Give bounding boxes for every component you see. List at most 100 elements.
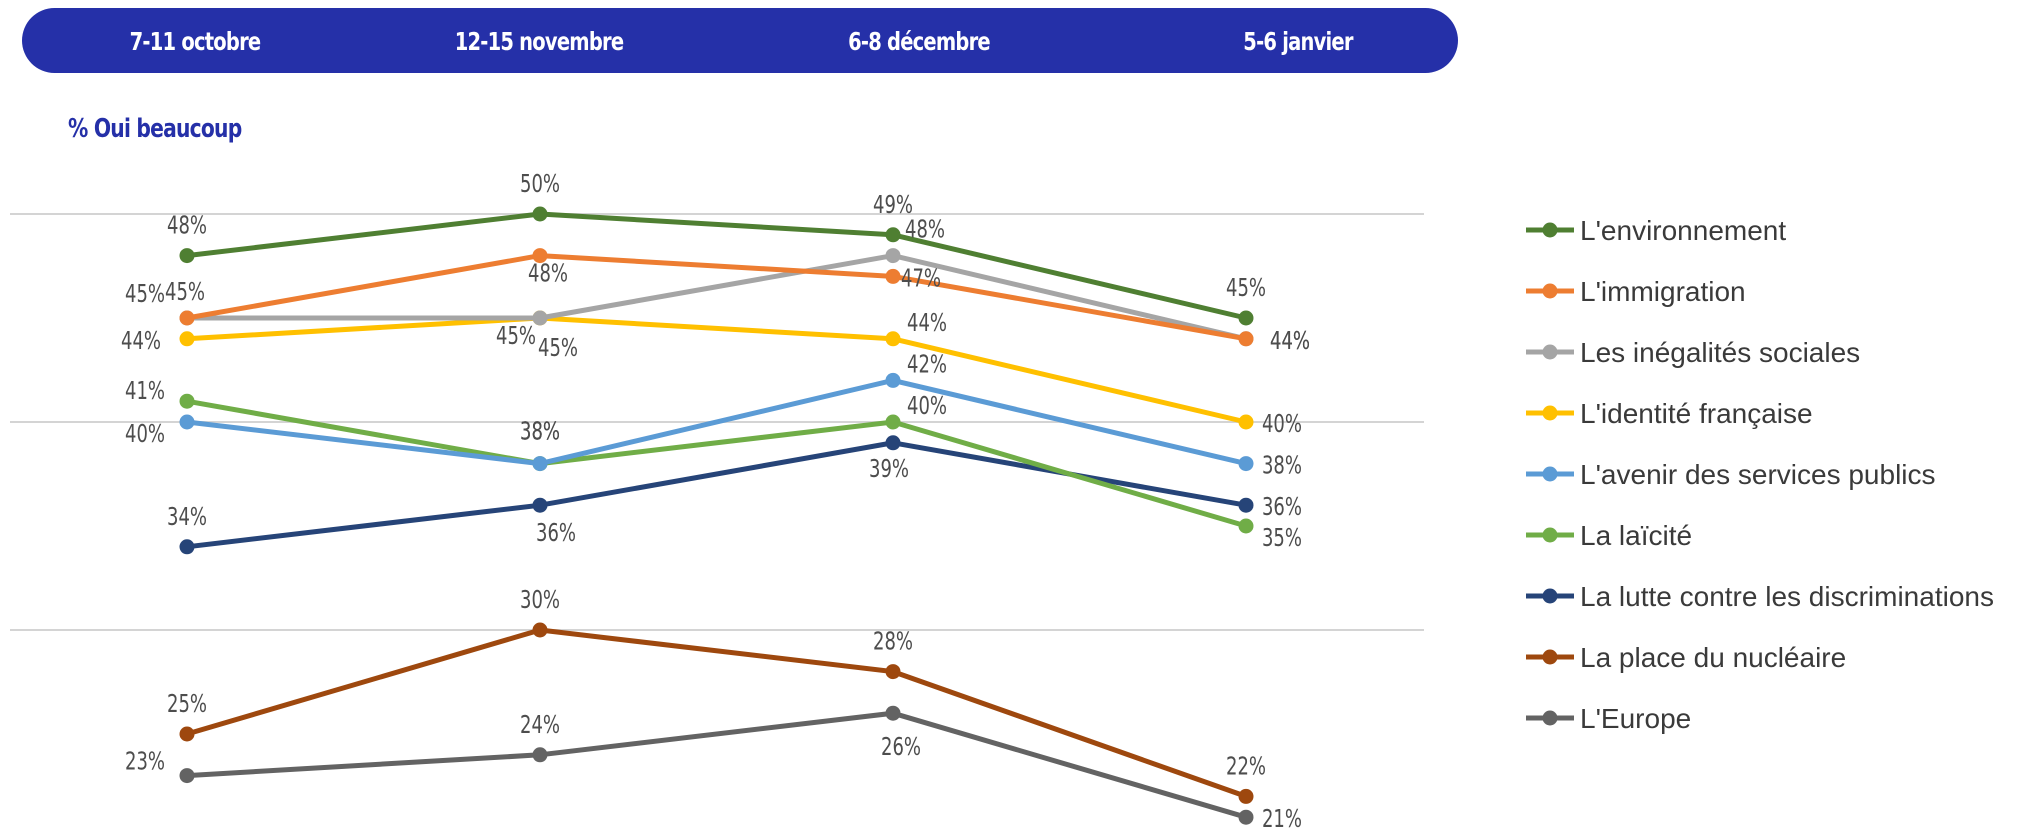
data-label-2-2: 48% xyxy=(905,216,945,245)
legend-swatch-marker-0 xyxy=(1542,222,1558,238)
data-label-1-0: 45% xyxy=(125,280,165,309)
legend-label-3: L'identité française xyxy=(1580,398,1813,429)
series-line-2 xyxy=(184,253,1249,342)
legend-label-1: L'immigration xyxy=(1580,276,1746,307)
data-point-1-0 xyxy=(179,310,195,326)
data-point-8-3 xyxy=(1238,809,1254,825)
data-point-8-0 xyxy=(179,768,195,784)
data-label-5-1: 38% xyxy=(520,418,560,447)
legend-swatch-marker-8 xyxy=(1542,710,1558,726)
data-label-3-2: 44% xyxy=(907,309,947,338)
y-axis-label: % Oui beaucoup xyxy=(68,114,242,144)
data-point-0-2 xyxy=(885,227,901,243)
data-point-1-2 xyxy=(885,268,901,284)
period-label-3: 5-6 janvier xyxy=(1243,27,1353,56)
legend-swatch-marker-4 xyxy=(1542,466,1558,482)
legend-swatch-marker-6 xyxy=(1542,588,1558,604)
series-line-1 xyxy=(184,253,1249,342)
data-point-5-2 xyxy=(885,414,901,430)
data-point-3-3 xyxy=(1238,414,1254,430)
data-label-7-2: 28% xyxy=(873,628,913,657)
data-label-1-1: 48% xyxy=(528,260,568,289)
legend-label-7: La place du nucléaire xyxy=(1580,642,1846,673)
data-label-1-3: 44% xyxy=(1270,327,1310,356)
data-label-2-1: 45% xyxy=(496,322,536,351)
data-point-6-3 xyxy=(1238,497,1254,513)
data-label-4-2: 42% xyxy=(907,351,947,380)
legend-label-5: La laïcité xyxy=(1580,520,1692,551)
period-label-2: 6-8 décembre xyxy=(848,27,991,56)
data-point-7-2 xyxy=(885,664,901,680)
data-labels: 48%50%49%45%45%48% 47%44%45%45%48%44%44% 4… xyxy=(121,170,1310,834)
data-label-8-3: 21% xyxy=(1262,805,1302,834)
data-point-0-0 xyxy=(179,248,195,264)
data-point-7-0 xyxy=(179,726,195,742)
legend-swatch-marker-7 xyxy=(1542,649,1558,665)
series-line-4 xyxy=(184,377,1249,467)
data-label-5-0: 41% xyxy=(125,377,165,406)
data-label-7-0: 25% xyxy=(167,690,207,719)
data-point-0-1 xyxy=(532,206,548,222)
data-label-7-3: 22% xyxy=(1226,753,1266,782)
legend-swatch-marker-3 xyxy=(1542,405,1558,421)
legend-label-0: L'environnement xyxy=(1580,215,1786,246)
series-lines xyxy=(179,206,1254,825)
data-point-0-3 xyxy=(1238,310,1254,326)
legend-label-2: Les inégalités sociales xyxy=(1580,337,1860,368)
legend-swatch-marker-2 xyxy=(1542,344,1558,360)
data-label-0-0: 48% xyxy=(167,212,207,241)
series-line-7 xyxy=(184,627,1249,799)
series-line-5 xyxy=(184,398,1249,529)
legend-swatch-marker-5 xyxy=(1542,527,1558,543)
legend: L'environnement L'immigration Les inégalit… xyxy=(1526,215,1994,734)
data-point-2-1 xyxy=(532,310,548,326)
period-label-1: 12-15 novembre xyxy=(454,27,624,56)
data-point-3-2 xyxy=(885,331,901,347)
data-point-4-3 xyxy=(1238,456,1254,472)
data-point-5-3 xyxy=(1238,518,1254,534)
data-label-6-2: 39% xyxy=(869,455,909,484)
data-point-7-1 xyxy=(532,622,548,638)
data-point-1-3 xyxy=(1238,331,1254,347)
series-line-8 xyxy=(184,710,1249,820)
series-line-3 xyxy=(184,315,1249,425)
series-line-0 xyxy=(184,211,1249,321)
data-label-6-1: 36% xyxy=(536,519,576,548)
data-point-3-0 xyxy=(179,331,195,347)
data-point-6-0 xyxy=(179,539,195,555)
data-label-0-2: 49% xyxy=(873,191,913,220)
data-label-2-0: 45% xyxy=(165,278,205,307)
data-point-4-0 xyxy=(179,414,195,430)
data-label-3-0: 44% xyxy=(121,327,161,356)
data-label-7-1: 30% xyxy=(520,586,560,615)
series-line-6 xyxy=(184,440,1249,550)
data-point-1-1 xyxy=(532,248,548,264)
data-label-4-3: 38% xyxy=(1262,452,1302,481)
data-point-8-1 xyxy=(532,747,548,763)
data-label-3-1: 45% xyxy=(538,334,578,363)
data-label-4-0: 40% xyxy=(125,420,165,449)
data-label-0-3: 45% xyxy=(1226,274,1266,303)
data-label-8-0: 23% xyxy=(125,748,165,777)
data-point-8-2 xyxy=(885,705,901,721)
data-point-6-2 xyxy=(885,435,901,451)
data-label-1-2: 47% xyxy=(901,265,941,294)
data-point-4-1 xyxy=(532,456,548,472)
data-label-5-2: 40% xyxy=(907,392,947,421)
legend-label-6: La lutte contre les discriminations xyxy=(1580,581,1994,612)
data-label-4-1: 38% xyxy=(520,418,560,447)
data-label-8-1: 24% xyxy=(520,711,560,740)
data-point-7-3 xyxy=(1238,788,1254,804)
data-point-4-2 xyxy=(885,372,901,388)
data-label-5-3: 35% xyxy=(1262,524,1302,553)
data-label-0-1: 50% xyxy=(520,170,560,199)
data-label-8-2: 26% xyxy=(881,733,921,762)
data-point-2-2 xyxy=(885,248,901,264)
data-label-2-3: 44% xyxy=(1270,327,1310,356)
data-point-5-0 xyxy=(179,393,195,409)
period-label-0: 7-11 octobre xyxy=(129,27,261,56)
legend-swatch-marker-1 xyxy=(1542,283,1558,299)
data-label-3-3: 40% xyxy=(1262,410,1302,439)
data-point-6-1 xyxy=(532,497,548,513)
